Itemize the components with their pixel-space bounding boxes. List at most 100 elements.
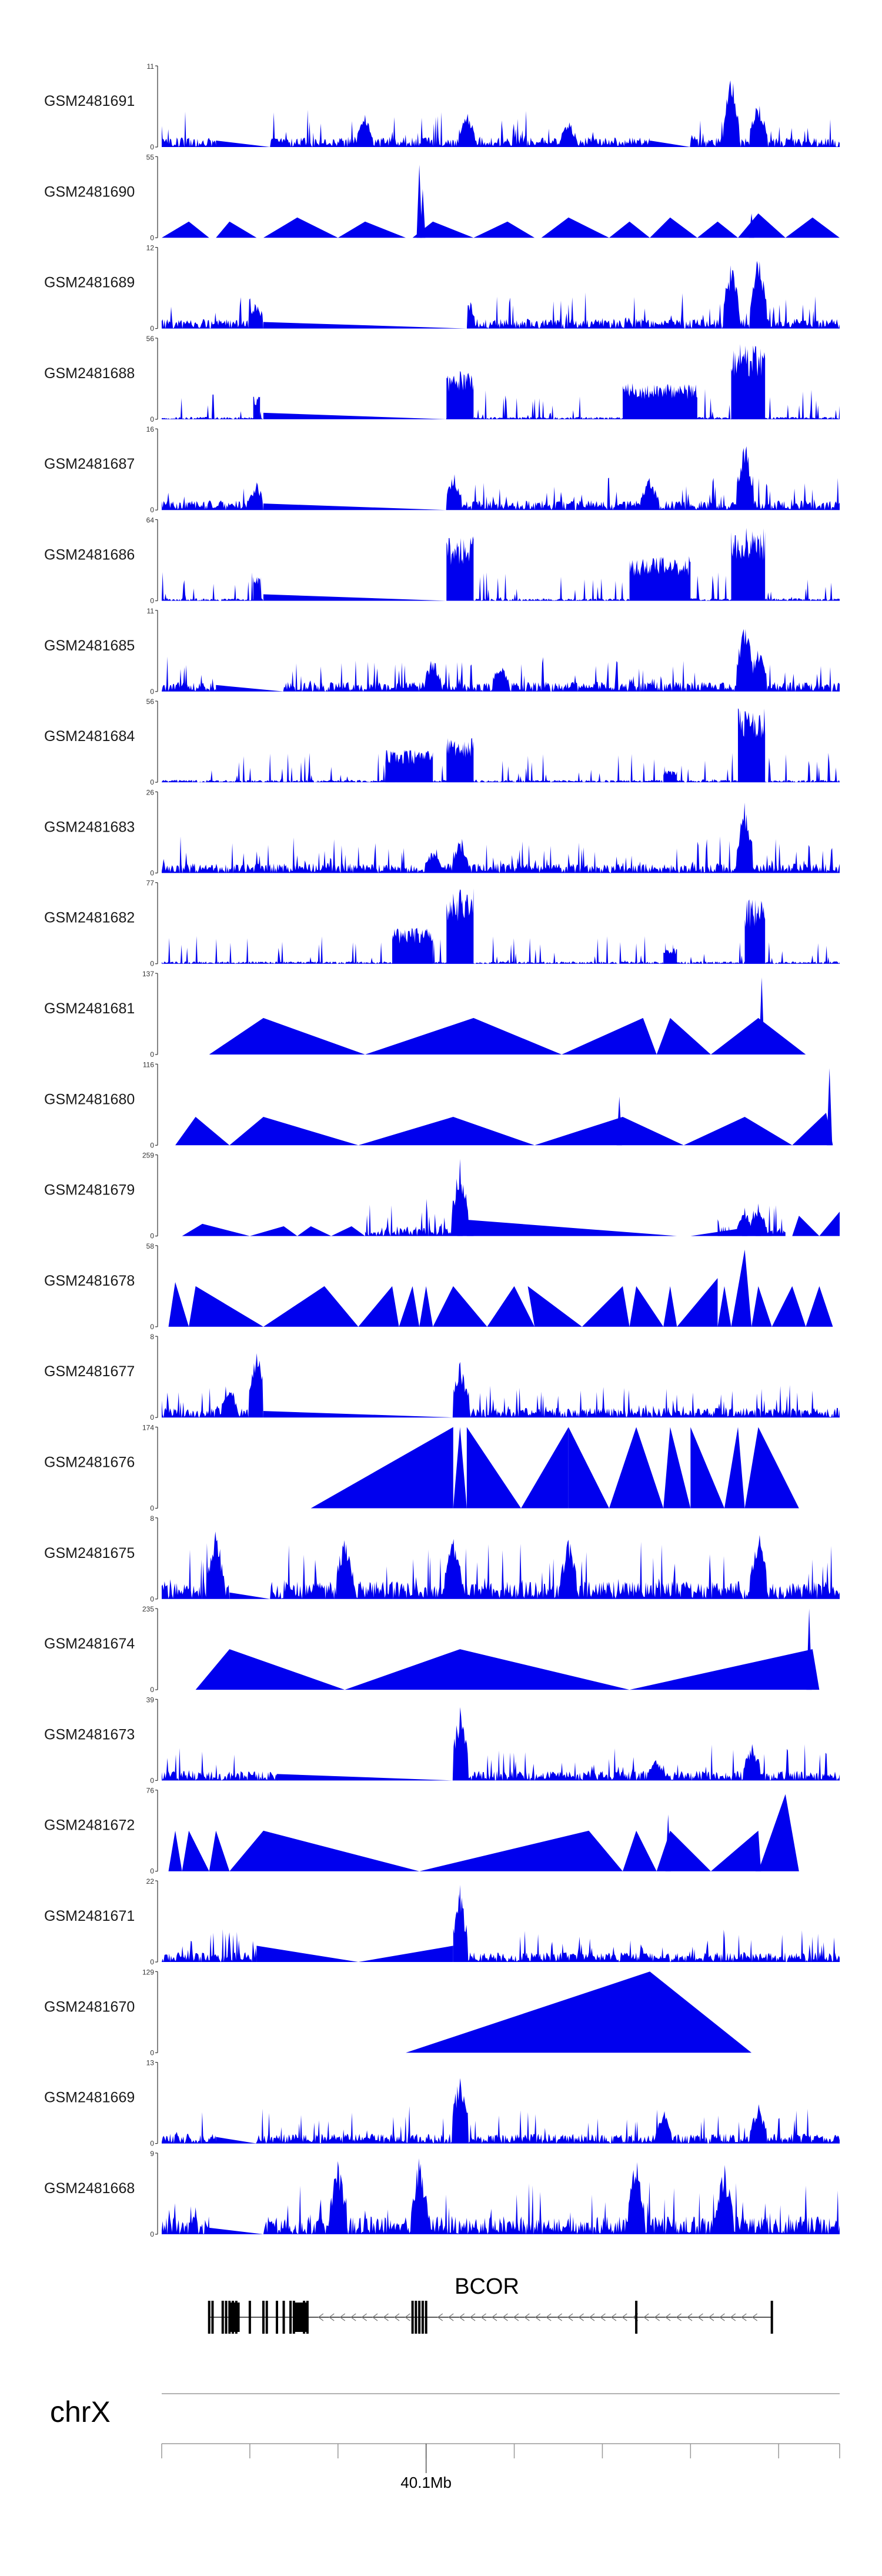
track: GSM2481669 13 0 [44,2059,840,2148]
coverage-gap-ramp [277,1774,453,1781]
gene-exon [211,2301,214,2334]
y-max-label: 11 [147,62,155,71]
y-max-label: 22 [146,1877,155,1886]
coverage-triangle [263,217,338,238]
gene-strand-arrow [686,2313,693,2321]
track-label: GSM2481669 [44,2090,135,2106]
track-label: GSM2481671 [44,1908,135,1924]
coverage-triangle [697,221,739,238]
gene-strand-arrow [524,2313,530,2321]
gene-strand-arrow [491,2313,497,2321]
position-label: 40.1Mb [400,2474,452,2491]
coverage-triangle [792,1216,820,1236]
gene-strand-arrow [708,2313,714,2321]
coverage-peak [416,165,422,238]
coverage-peak [616,1096,622,1146]
coverage-triangle [399,1286,420,1327]
y-max-label: 77 [146,879,155,887]
coverage-triangle [683,1117,793,1146]
y-min-label: 0 [150,2140,154,2148]
coverage-peak [420,189,426,238]
coverage-block [629,556,691,601]
gene-strand-arrow [502,2313,508,2321]
coverage-block [253,396,260,419]
coverage-gap-ramp [263,322,467,329]
y-min-label: 0 [150,143,154,151]
y-max-label: 129 [142,1968,154,1976]
coverage-gap-ramp [229,1592,270,1599]
track: GSM2481682 77 0 [44,879,840,968]
coverage-triangle [710,1017,806,1055]
coverage-gap-ramp [263,503,447,510]
coverage-block [738,708,766,783]
gene-strand-arrow [665,2313,671,2321]
coverage-triangle [650,217,697,238]
gene-exon [262,2301,265,2334]
coverage-block [446,888,474,964]
gene-exon [229,2303,240,2332]
gene-exon [248,2301,251,2334]
track-label: GSM2481685 [44,638,135,654]
coverage-gap-ramp [216,140,270,147]
y-max-label: 235 [142,1605,154,1613]
coverage-gap-ramp [216,685,284,692]
coverage-profile [162,935,840,964]
coverage-triangle [819,1212,840,1236]
chromosome-label: chrX [50,2395,111,2428]
y-max-label: 9 [150,2150,154,2158]
gene-strand-arrow [578,2313,584,2321]
y-min-label: 0 [150,1323,154,1331]
track-label: GSM2481674 [44,1636,135,1652]
coverage-peak [665,1814,671,1871]
gene-model-track: BCOR [208,2274,773,2334]
track-label: GSM2481675 [44,1545,135,1561]
gene-strand-arrow [383,2313,389,2321]
coverage-triangle [249,1226,298,1236]
coverage-profile [162,629,840,692]
coverage-gap-ramp [263,1411,453,1418]
gene-strand-arrow [643,2313,649,2321]
track-label: GSM2481691 [44,93,135,109]
y-min-label: 0 [150,1867,154,1876]
coverage-profile [162,446,840,510]
coverage-triangle [623,1830,657,1871]
gene-strand-arrow [480,2313,486,2321]
track: GSM2481690 55 0 [44,153,840,242]
gene-strand-arrow [393,2313,400,2321]
coverage-triangle [263,1286,359,1327]
coverage-profile [162,2158,840,2234]
gene-strand-arrow [622,2313,627,2321]
track-label: GSM2481682 [44,910,135,926]
coverage-triangle [568,1427,609,1509]
coverage-triangle [338,221,406,238]
coverage-triangle [656,1017,711,1055]
gene-exon [411,2301,414,2334]
gene-strand-arrow [751,2313,758,2321]
track: GSM2481676 174 0 [44,1424,799,1513]
y-max-label: 259 [142,1152,154,1160]
y-max-label: 8 [150,1333,154,1341]
track: GSM2481679 259 0 [44,1152,840,1240]
y-min-label: 0 [150,960,154,968]
coverage-triangle [297,1226,332,1236]
coverage-triangle [663,1427,691,1509]
coverage-block [623,383,697,419]
coverage-triangle [162,221,209,238]
y-min-label: 0 [150,1595,154,1603]
track: GSM2481685 11 0 [44,607,840,696]
y-max-label: 8 [150,1514,154,1523]
coverage-triangle [541,217,609,238]
y-min-label: 0 [150,869,154,877]
gene-strand-arrow [350,2313,356,2321]
gene-strand-arrow [610,2313,617,2321]
coverage-triangle [534,1117,684,1146]
coverage-tracks: GSM2481691110GSM2481690550GSM2481689120G… [44,62,840,2238]
coverage-block [744,899,766,964]
y-min-label: 0 [150,2048,154,2057]
y-min-label: 0 [150,233,154,242]
coverage-triangle [466,1427,522,1509]
coverage-triangle [521,1427,569,1509]
track-label: GSM2481684 [44,728,135,745]
gene-exon [265,2301,268,2334]
